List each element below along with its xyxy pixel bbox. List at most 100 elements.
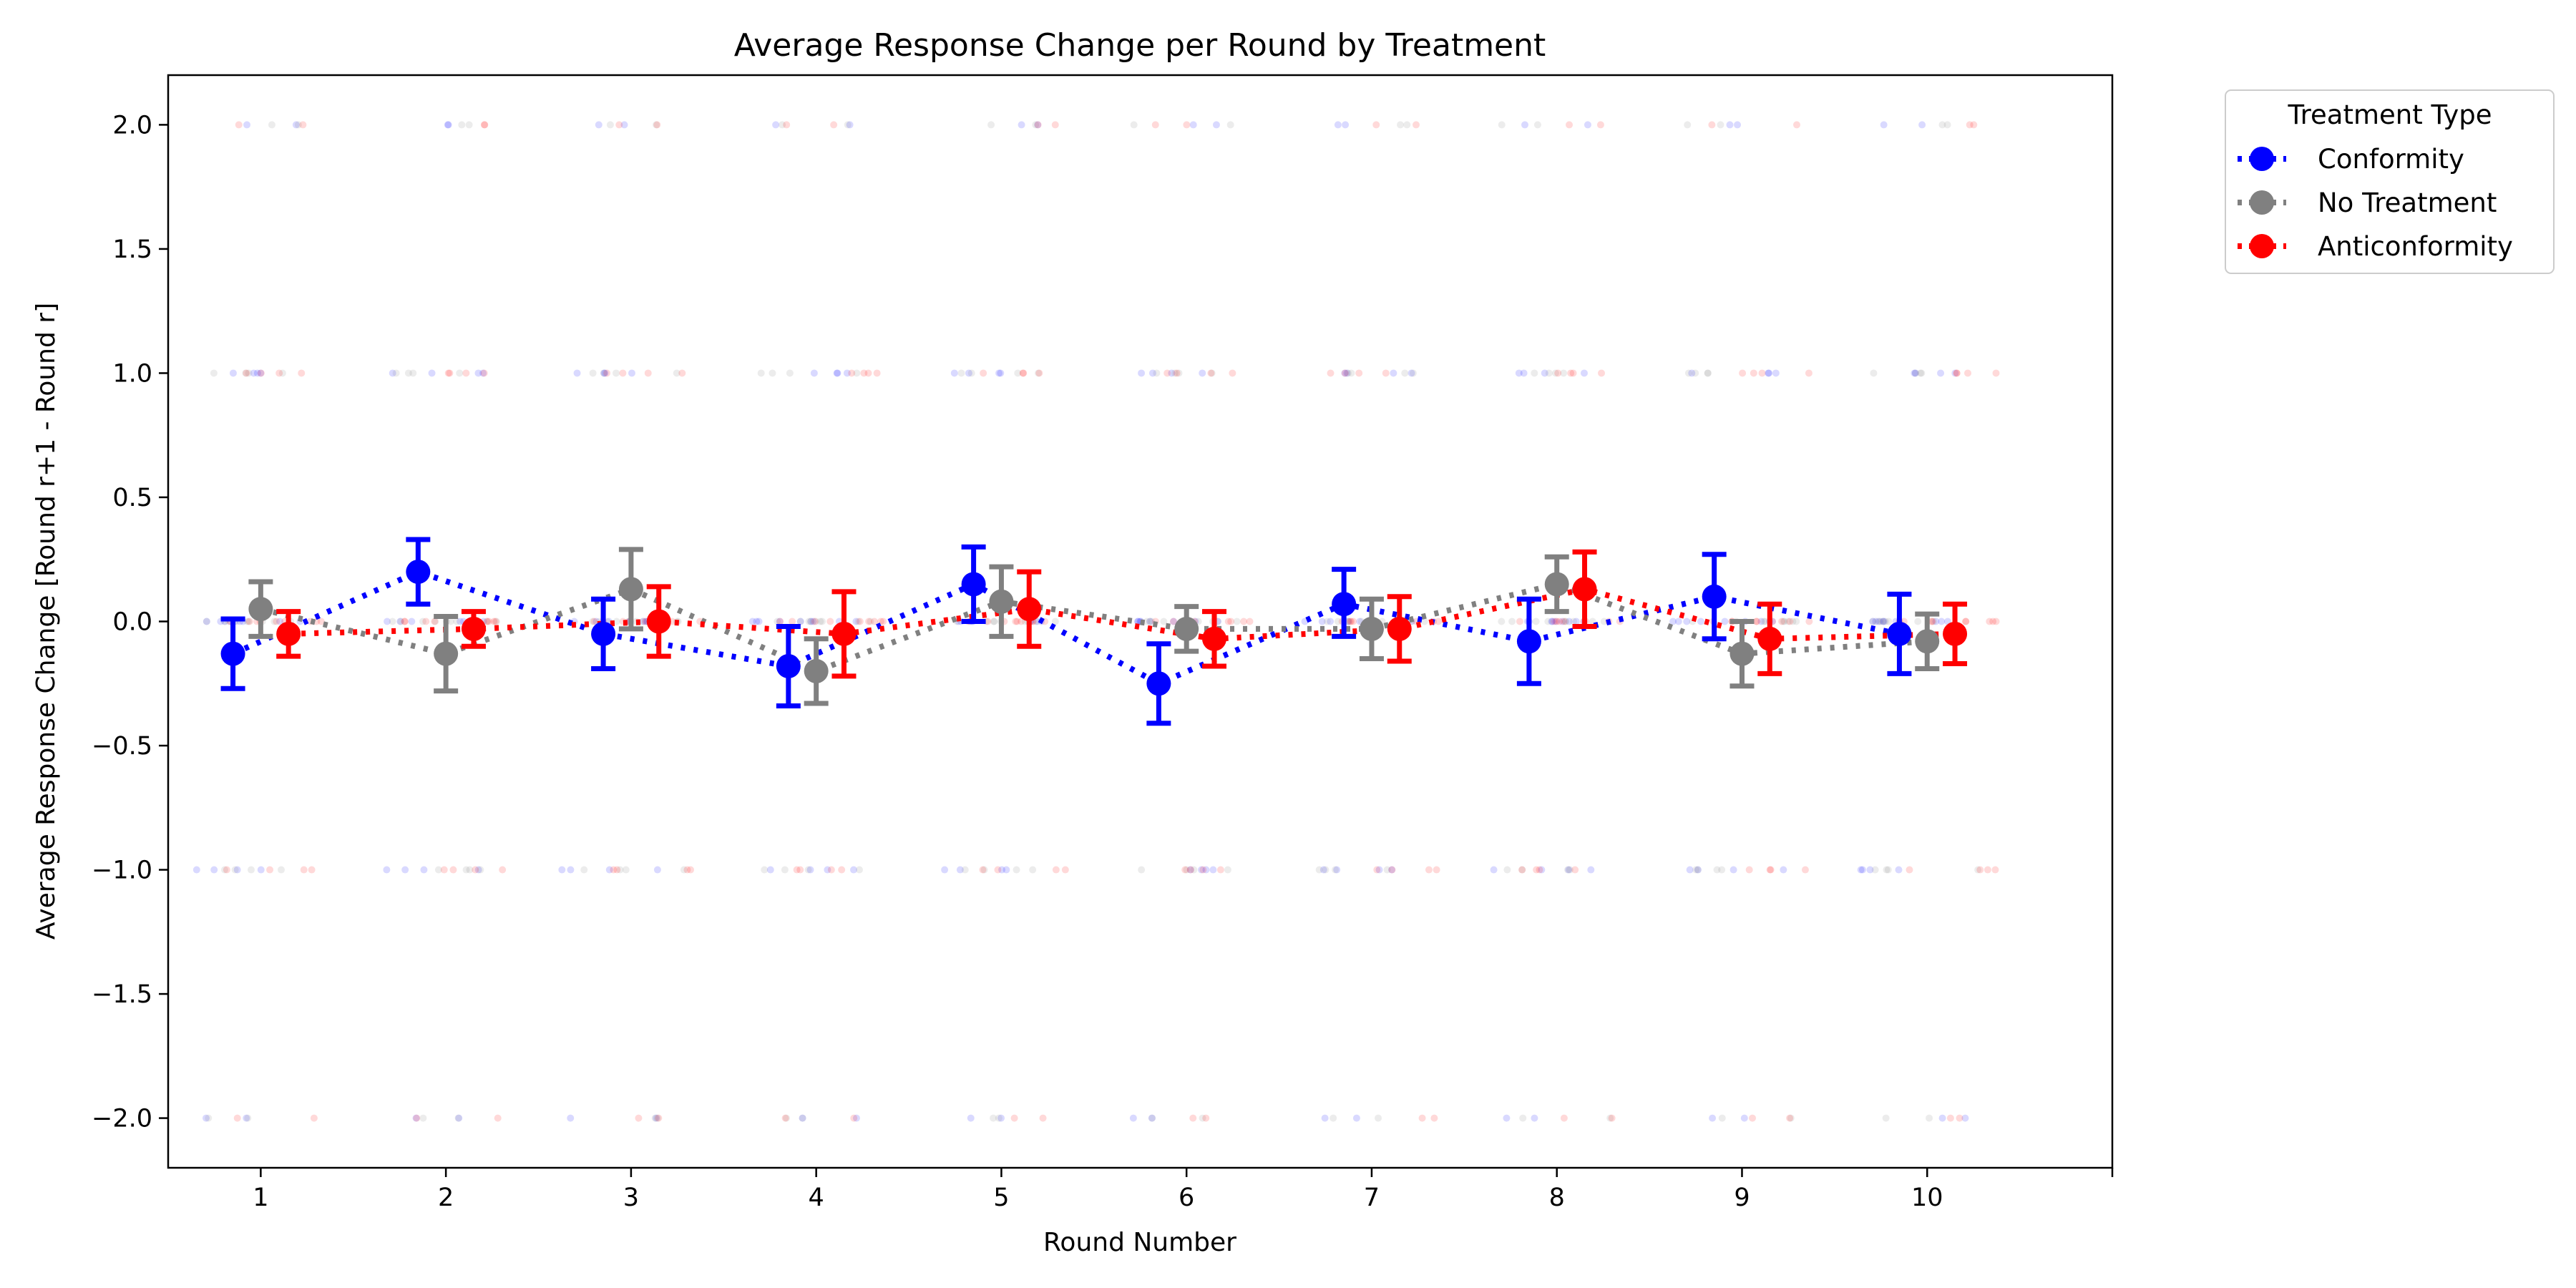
raw-point (1515, 369, 1523, 377)
raw-point (807, 618, 815, 625)
raw-point (826, 618, 834, 625)
raw-point (1341, 369, 1349, 377)
raw-point (1692, 369, 1699, 377)
raw-point (1721, 618, 1729, 625)
raw-point (408, 618, 416, 625)
raw-point (270, 618, 278, 625)
raw-point (1895, 866, 1903, 874)
raw-point (1556, 618, 1563, 625)
raw-point (1718, 866, 1726, 874)
raw-point (1418, 1114, 1426, 1122)
raw-point (843, 369, 851, 377)
data-point (804, 658, 829, 683)
raw-point (1173, 369, 1181, 377)
raw-point (1347, 369, 1355, 377)
raw-point (1565, 618, 1573, 625)
raw-point (481, 121, 489, 129)
raw-point (620, 121, 628, 129)
raw-point (1937, 369, 1945, 377)
raw-point (799, 1114, 806, 1122)
raw-point (1334, 618, 1342, 625)
legend-label: Conformity (2318, 144, 2464, 175)
raw-point (603, 369, 611, 377)
raw-point (479, 369, 487, 377)
raw-point (1034, 121, 1042, 129)
raw-point (431, 618, 439, 625)
raw-point (203, 618, 210, 625)
raw-point (1181, 866, 1189, 874)
raw-point (474, 866, 482, 874)
raw-point (1713, 866, 1721, 874)
raw-point (628, 369, 635, 377)
x-tick-label: 6 (1179, 1184, 1194, 1212)
raw-point (1503, 1114, 1511, 1122)
raw-point (392, 369, 400, 377)
raw-point (1014, 369, 1022, 377)
raw-point (590, 618, 598, 625)
raw-point (472, 866, 479, 874)
raw-point (444, 369, 452, 377)
data-point (1202, 626, 1227, 651)
raw-point (1760, 618, 1767, 625)
raw-point (997, 369, 1005, 377)
raw-point (1562, 618, 1570, 625)
raw-point (1946, 1114, 1954, 1122)
raw-point (1906, 866, 1913, 874)
data-point (1887, 621, 1912, 646)
raw-point (1970, 121, 1978, 129)
raw-point (455, 1114, 463, 1122)
raw-point (1565, 866, 1573, 874)
raw-point (1932, 618, 1940, 625)
raw-point (1344, 369, 1352, 377)
raw-point (1197, 866, 1205, 874)
raw-point (1342, 121, 1350, 129)
raw-point (1560, 1114, 1568, 1122)
raw-point (1805, 618, 1813, 625)
raw-point (1148, 369, 1156, 377)
raw-point (1953, 369, 1961, 377)
series-lines-layer (231, 568, 1956, 687)
raw-point (1757, 618, 1765, 625)
raw-point (1208, 369, 1216, 377)
raw-point (786, 369, 794, 377)
raw-point (245, 618, 253, 625)
raw-point (1976, 866, 1984, 874)
legend-marker (2250, 234, 2274, 258)
raw-point (1531, 1114, 1538, 1122)
raw-point (1341, 369, 1349, 377)
raw-point (613, 618, 620, 625)
raw-point (766, 866, 774, 874)
raw-point (1383, 866, 1391, 874)
data-point (1572, 577, 1597, 602)
data-point (1544, 572, 1569, 597)
raw-point (1541, 369, 1548, 377)
raw-point (1382, 369, 1390, 377)
raw-point (1938, 121, 1946, 129)
raw-point (243, 1114, 250, 1122)
raw-point (1938, 618, 1946, 625)
legend-label: Anticonformity (2318, 231, 2513, 262)
raw-point (1780, 866, 1787, 874)
raw-point (1183, 866, 1191, 874)
raw-point (1533, 866, 1541, 874)
raw-point (1544, 618, 1552, 625)
raw-point (1518, 866, 1526, 874)
raw-point (1199, 369, 1206, 377)
raw-point (1052, 866, 1060, 874)
raw-point (1686, 866, 1694, 874)
legend: Treatment Type Conformity No Treatment Ant… (2225, 89, 2555, 274)
raw-point (466, 866, 474, 874)
raw-point (600, 369, 608, 377)
raw-point (1566, 866, 1574, 874)
raw-point (1033, 618, 1041, 625)
raw-point (1175, 369, 1183, 377)
raw-point (1226, 121, 1234, 129)
raw-point (1918, 121, 1926, 129)
raw-point (1704, 369, 1712, 377)
raw-point (1209, 866, 1217, 874)
raw-point (870, 618, 878, 625)
raw-point (1869, 618, 1877, 625)
raw-point (257, 369, 265, 377)
raw-point (653, 121, 661, 129)
